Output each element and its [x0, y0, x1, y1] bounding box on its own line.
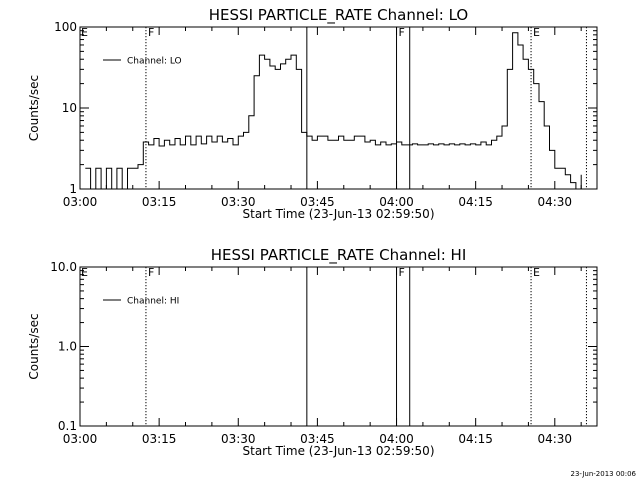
- y-tick-label: 100: [54, 20, 77, 34]
- y-tick-label: 10.0: [50, 260, 77, 274]
- plot-frame: [79, 26, 598, 190]
- x-tick-label: 03:15: [142, 432, 177, 446]
- event-label: E: [533, 26, 540, 39]
- x-axis-label: Start Time (23-Jun-13 02:59:50): [243, 444, 435, 458]
- x-axis-label: Start Time (23-Jun-13 02:59:50): [243, 207, 435, 221]
- x-tick-label: 04:00: [379, 195, 414, 209]
- chart-title: HESSI PARTICLE_RATE Channel: LO: [209, 6, 468, 25]
- x-tick-label: 03:45: [300, 195, 335, 209]
- x-tick-label: 04:15: [458, 432, 493, 446]
- hi-channel-panel: HESSI PARTICLE_RATE Channel: HI 03:00 03:1…: [27, 246, 598, 458]
- event-label: F: [399, 26, 405, 39]
- legend-label: Channel: HI: [127, 297, 179, 307]
- x-tick-label: 03:15: [142, 195, 177, 209]
- chart-title: HESSI PARTICLE_RATE Channel: HI: [211, 246, 467, 265]
- x-tick-label: 04:30: [537, 432, 572, 446]
- series-line: [85, 32, 582, 190]
- x-tick-label: 03:00: [63, 432, 98, 446]
- y-tick-label: 10: [62, 101, 77, 115]
- y-axis-label: Counts/sec: [27, 75, 41, 141]
- event-label: E: [533, 266, 540, 279]
- event-label: E: [81, 26, 88, 39]
- plot-frame: [79, 266, 598, 427]
- x-tick-label: 04:15: [458, 195, 493, 209]
- x-tick-label: 03:30: [221, 432, 256, 446]
- x-tick-label: 04:30: [537, 195, 572, 209]
- y-tick-label: 1.0: [58, 340, 77, 354]
- x-tick-label: 03:45: [300, 432, 335, 446]
- x-tick-label: 04:00: [379, 432, 414, 446]
- x-tick-label: 03:30: [221, 195, 256, 209]
- x-tick-label: 03:00: [63, 195, 98, 209]
- y-tick-label: 0.1: [58, 419, 77, 433]
- event-label: F: [399, 266, 405, 279]
- event-label: F: [148, 26, 154, 39]
- plot-timestamp: 23-Jun-2013 00:06: [570, 470, 637, 478]
- event-label: E: [81, 266, 88, 279]
- y-axis-label: Counts/sec: [27, 313, 41, 379]
- legend-label: Channel: LO: [127, 57, 182, 67]
- event-label: F: [148, 266, 154, 279]
- lo-channel-panel: HESSI PARTICLE_RATE Channel: LO 03:00 03:1…: [27, 6, 598, 221]
- y-tick-label: 1: [69, 182, 77, 196]
